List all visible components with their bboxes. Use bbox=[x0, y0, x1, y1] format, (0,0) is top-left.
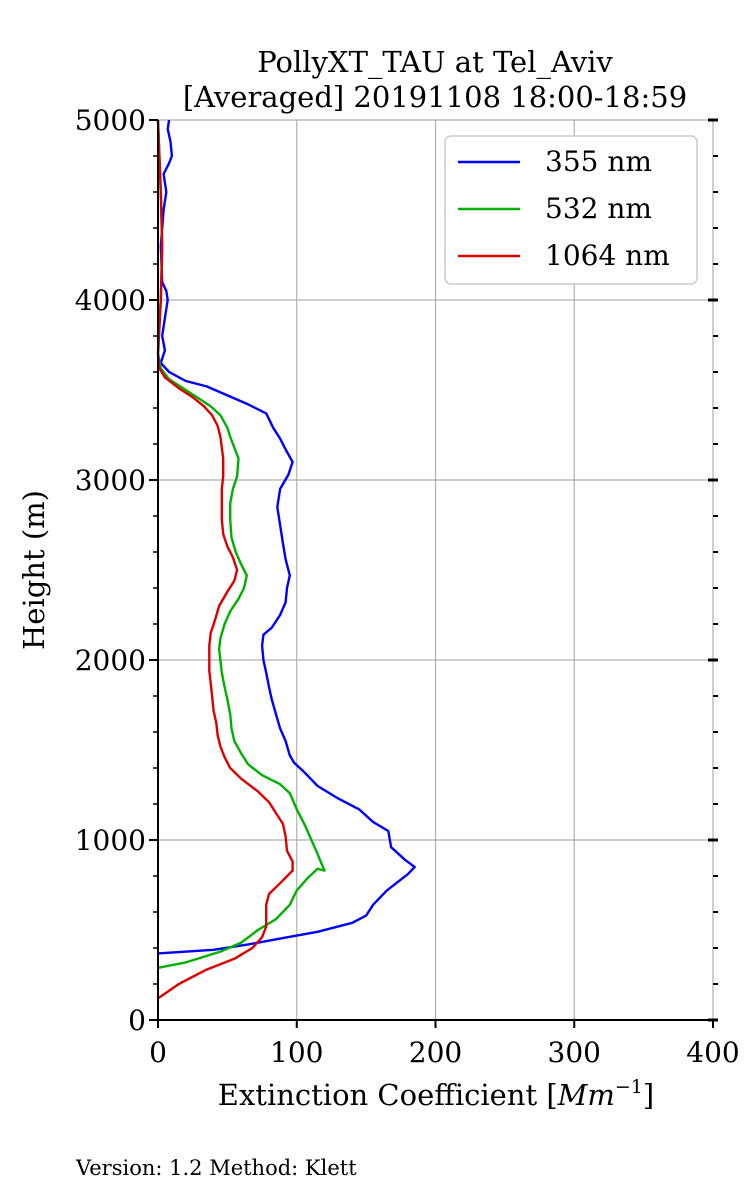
series-line-355-nm bbox=[157, 119, 416, 955]
x-axis-label-unit: Mm bbox=[557, 1078, 615, 1112]
x-tick-label-400: 400 bbox=[686, 1036, 739, 1069]
chart-title-line1: PollyXT_TAU at Tel_Aviv bbox=[257, 45, 613, 80]
legend-box bbox=[444, 135, 698, 285]
footer-text: Version: 1.2 Method: Klett bbox=[75, 1156, 357, 1180]
y-tick-label-4000: 4000 bbox=[75, 284, 146, 317]
x-tick-label-0: 0 bbox=[149, 1036, 167, 1069]
series-line-1064-nm bbox=[156, 119, 294, 1000]
y-tick-label-0: 0 bbox=[128, 1004, 146, 1037]
x-tick-label-300: 300 bbox=[548, 1036, 601, 1069]
legend: 355 nm 532 nm 1064 nm bbox=[444, 135, 698, 285]
legend-label-1064-nm: 1064 nm bbox=[545, 239, 670, 272]
y-tick-label-3000: 3000 bbox=[75, 464, 146, 497]
y-tick-label-1000: 1000 bbox=[75, 824, 146, 857]
x-axis-label: Extinction Coefficient [Mm−1] bbox=[218, 1076, 654, 1112]
x-axis-label-close: ] bbox=[643, 1078, 654, 1112]
x-tick-label-200: 200 bbox=[409, 1036, 462, 1069]
legend-label-355-nm: 355 nm bbox=[545, 145, 652, 178]
x-axis-label-exponent: −1 bbox=[615, 1076, 643, 1098]
y-axis-label: Height (m) bbox=[17, 490, 51, 650]
x-tick-label-100: 100 bbox=[270, 1036, 323, 1069]
legend-label-532-nm: 532 nm bbox=[545, 192, 652, 225]
series-group bbox=[156, 119, 416, 1000]
x-axis-label-text: Extinction Coefficient [ bbox=[218, 1078, 558, 1112]
y-tick-label-2000: 2000 bbox=[75, 644, 146, 677]
y-tick-label-5000: 5000 bbox=[75, 104, 146, 137]
chart-title-line2: [Averaged] 20191108 18:00-18:59 bbox=[183, 80, 687, 114]
series-line-532-nm bbox=[156, 119, 326, 969]
